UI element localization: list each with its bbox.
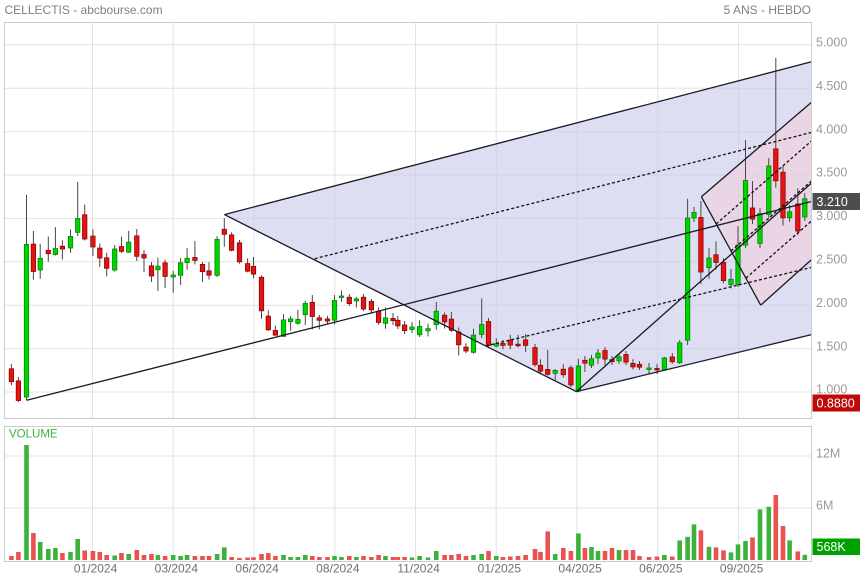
svg-text:3.210: 3.210 — [817, 195, 848, 209]
svg-text:3.500: 3.500 — [816, 166, 847, 180]
svg-text:01/2025: 01/2025 — [478, 562, 522, 576]
svg-text:04/2025: 04/2025 — [558, 562, 602, 576]
svg-text:1.000: 1.000 — [816, 383, 847, 397]
svg-text:3.000: 3.000 — [816, 209, 847, 223]
svg-text:VOLUME: VOLUME — [9, 429, 58, 441]
svg-text:09/2025: 09/2025 — [720, 562, 764, 576]
svg-text:5.000: 5.000 — [816, 36, 847, 50]
svg-text:4.500: 4.500 — [816, 79, 847, 93]
svg-text:06/2024: 06/2024 — [235, 562, 279, 576]
svg-text:1.500: 1.500 — [816, 339, 847, 353]
svg-text:01/2024: 01/2024 — [74, 562, 118, 576]
svg-text:2.000: 2.000 — [816, 296, 847, 310]
svg-text:0.8880: 0.8880 — [817, 396, 855, 410]
svg-text:2.500: 2.500 — [816, 253, 847, 267]
svg-text:4.000: 4.000 — [816, 122, 847, 136]
svg-text:568K: 568K — [817, 540, 847, 554]
svg-text:12M: 12M — [816, 447, 840, 461]
svg-text:6M: 6M — [816, 499, 833, 513]
svg-text:08/2024: 08/2024 — [316, 562, 360, 576]
svg-text:5 ANS - HEBDO: 5 ANS - HEBDO — [724, 3, 811, 17]
svg-text:06/2025: 06/2025 — [639, 562, 683, 576]
svg-text:11/2024: 11/2024 — [397, 562, 440, 576]
svg-text:CELLECTIS - abcbourse.com: CELLECTIS - abcbourse.com — [5, 3, 163, 17]
svg-text:03/2024: 03/2024 — [155, 562, 199, 576]
